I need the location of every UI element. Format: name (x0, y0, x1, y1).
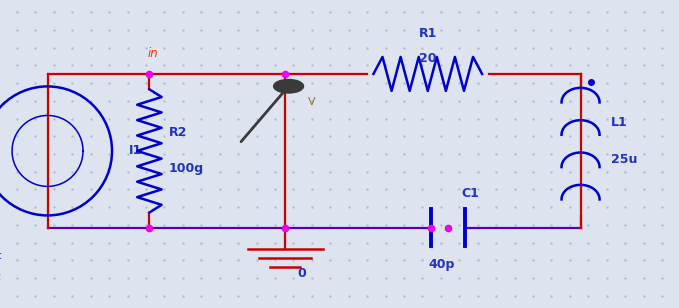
Text: 0Adc: 0Adc (0, 251, 2, 261)
Text: L1: L1 (611, 116, 628, 129)
Text: 1Aac: 1Aac (0, 272, 2, 282)
Circle shape (274, 79, 304, 93)
Text: R2: R2 (168, 126, 187, 139)
Text: I1: I1 (129, 144, 143, 157)
Text: in: in (147, 47, 158, 60)
Text: V: V (308, 97, 315, 107)
Text: 40p: 40p (428, 258, 454, 271)
Text: 0: 0 (297, 267, 306, 280)
Text: C1: C1 (462, 187, 479, 200)
Text: 25u: 25u (611, 153, 638, 166)
Text: 100g: 100g (168, 163, 204, 176)
Text: 20: 20 (419, 52, 437, 65)
Text: R1: R1 (418, 27, 437, 40)
